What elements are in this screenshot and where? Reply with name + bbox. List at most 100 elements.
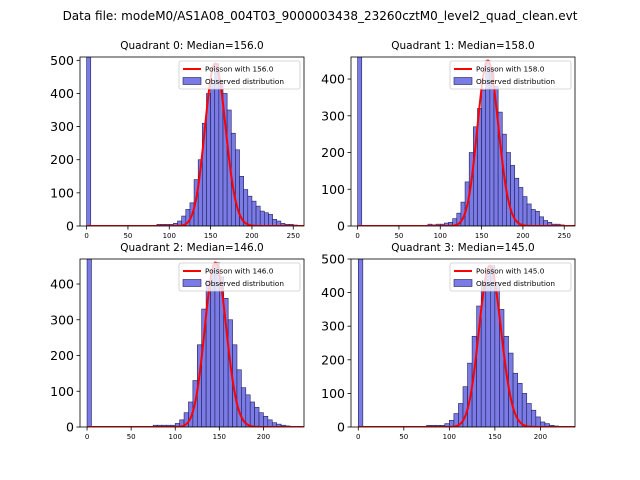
histogram-bar [357, 57, 363, 226]
y-tick-label: 400 [321, 285, 345, 300]
figure-suptitle: Data file: modeM0/AS1A08_004T03_90000034… [63, 9, 578, 23]
histogram-bar [267, 419, 273, 427]
y-tick-label: 0 [337, 219, 345, 234]
histogram-bar [247, 195, 253, 226]
y-tick-label: 300 [321, 319, 345, 334]
histogram-bar [255, 205, 261, 226]
histogram-bar [86, 259, 92, 427]
y-tick-label: 0 [66, 420, 74, 435]
y-tick-label: 400 [50, 86, 74, 101]
legend: Poisson with 145.0 Observed distribution [449, 262, 572, 292]
axes-frame [79, 56, 305, 227]
histogram-bar [535, 211, 540, 226]
axes-frame [350, 56, 576, 227]
histogram-bar [264, 212, 269, 226]
chart-panel-quadrant-2: Quadrant 2: Median=146.0 0 100 200 300 400 0 50… [50, 242, 305, 441]
plot-area [86, 259, 304, 427]
histogram-bar [259, 210, 265, 226]
histogram-bar [254, 407, 260, 427]
legend-bar-swatch [182, 279, 202, 287]
y-tick-label: 300 [50, 312, 74, 327]
histogram-bar [245, 394, 251, 427]
y-tick-label: 100 [321, 182, 345, 197]
x-tick-label: 250 [287, 232, 300, 240]
y-tick-label: 300 [50, 119, 74, 134]
x-tick-label: 200 [516, 232, 529, 240]
chart-panel-quadrant-3: Quadrant 3: Median=145.0 0 100 200 300 400 500… [321, 242, 576, 441]
legend-label-observed: Observed distribution [476, 77, 555, 86]
x-tick-label: 200 [245, 232, 258, 240]
x-tick-label: 250 [558, 232, 571, 240]
x-tick-label: 150 [488, 433, 501, 441]
histogram-bar [530, 209, 536, 226]
legend-box [178, 262, 301, 292]
x-tick-label: 200 [534, 433, 547, 441]
panel-title: Quadrant 0: Median=156.0 [120, 40, 263, 52]
x-tick-label: 0 [84, 232, 88, 240]
histogram-bar [485, 268, 491, 427]
legend-label-observed: Observed distribution [205, 279, 284, 288]
y-tick-label: 200 [321, 145, 345, 160]
x-tick-label: 50 [123, 232, 132, 240]
histogram-bar [210, 83, 216, 226]
histogram-bar [243, 189, 249, 226]
legend-label-poisson: Poisson with 158.0 [476, 65, 545, 74]
x-tick-label: 150 [475, 232, 488, 240]
histogram-bar [481, 89, 487, 226]
x-tick-label: 150 [204, 232, 217, 240]
legend-bar-swatch [453, 279, 473, 287]
axes-frame [79, 258, 305, 428]
x-tick-label: 0 [85, 433, 89, 441]
x-tick-label: 200 [257, 433, 270, 441]
legend-box [449, 60, 572, 90]
panel-title: Quadrant 2: Median=146.0 [120, 242, 263, 254]
panel-title: Quadrant 1: Median=158.0 [391, 40, 534, 52]
y-tick-label: 0 [66, 219, 74, 234]
x-tick-label: 50 [394, 232, 403, 240]
x-tick-label: 100 [169, 433, 182, 441]
poisson-curve [357, 59, 575, 226]
plot-area [357, 259, 575, 427]
histogram-bar [535, 416, 541, 427]
y-tick-label: 500 [50, 53, 74, 68]
histogram-bar [539, 216, 544, 226]
chart-panel-quadrant-0: Quadrant 0: Median=156.00100200300400500… [50, 40, 305, 240]
y-tick-label: 300 [321, 108, 345, 123]
y-tick-label: 400 [321, 72, 345, 87]
y-tick-label: 100 [321, 386, 345, 401]
axes-frame [350, 258, 576, 428]
legend-box [178, 60, 301, 90]
y-tick-label: 200 [321, 352, 345, 367]
legend: Poisson with 146.0 Observed distribution [178, 262, 301, 292]
histogram-bar [522, 196, 528, 226]
x-tick-label: 0 [356, 433, 360, 441]
histogram-bar [526, 403, 532, 427]
legend-label-poisson: Poisson with 145.0 [476, 267, 545, 276]
legend-label-poisson: Poisson with 146.0 [205, 267, 274, 276]
legend-label-poisson: Poisson with 156.0 [205, 65, 274, 74]
legend: Poisson with 158.0 Observed distribution [449, 60, 572, 90]
y-tick-label: 200 [50, 152, 74, 167]
panel-title: Quadrant 3: Median=145.0 [391, 242, 534, 254]
plot-area [357, 57, 575, 226]
legend-label-observed: Observed distribution [476, 279, 555, 288]
histogram-bar [258, 412, 264, 427]
histogram-bar [251, 200, 257, 226]
x-tick-label: 100 [163, 232, 176, 240]
histogram-bar [518, 187, 524, 226]
x-tick-label: 100 [443, 433, 456, 441]
chart-panel-quadrant-1: Quadrant 1: Median=158.0 0 100 200 300 400 0 50… [321, 40, 576, 240]
legend: Poisson with 156.0 Observed distribution [178, 60, 301, 90]
y-tick-label: 200 [50, 348, 74, 363]
y-tick-label: 0 [337, 420, 345, 435]
x-tick-label: 50 [127, 433, 136, 441]
x-tick-label: 100 [434, 232, 447, 240]
y-tick-label: 500 [321, 252, 345, 267]
legend-label-observed: Observed distribution [205, 77, 284, 86]
y-tick-label: 100 [50, 384, 74, 399]
histogram-bar [268, 214, 273, 226]
poisson-curve [87, 261, 304, 427]
histogram-bar [236, 369, 242, 427]
histogram-bar [86, 57, 92, 226]
histogram-bar [521, 393, 528, 427]
